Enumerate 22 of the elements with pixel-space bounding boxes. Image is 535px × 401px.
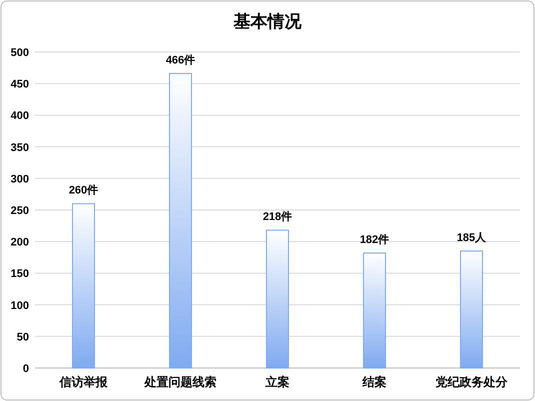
y-tick-label: 450 (10, 78, 29, 91)
data-label: 185人 (456, 232, 488, 244)
x-tick-label: 结案 (362, 375, 386, 389)
y-tick-label: 50 (16, 331, 29, 344)
y-tick-label: 0 (22, 363, 29, 375)
chart-title: 基本情况 (232, 12, 302, 31)
data-label: 182件 (360, 232, 390, 246)
y-tick-label: 150 (10, 268, 29, 280)
x-tick-label: 立案 (264, 375, 290, 389)
y-tick-label: 250 (10, 205, 29, 217)
y-tick-label: 500 (10, 47, 29, 59)
x-tick-label: 处置问题线索 (144, 375, 216, 389)
x-tick-label: 信访举报 (58, 375, 108, 389)
y-tick-label: 350 (10, 142, 29, 154)
x-tick-label: 党纪政务处分 (434, 375, 508, 389)
y-tick-label: 200 (10, 236, 29, 249)
y-tick-label: 100 (10, 300, 29, 312)
data-label: 218件 (262, 210, 292, 224)
data-label: 466件 (166, 53, 196, 66)
y-tick-label: 400 (10, 110, 29, 122)
data-label: 260件 (68, 184, 98, 197)
y-tick-label: 300 (10, 173, 29, 186)
